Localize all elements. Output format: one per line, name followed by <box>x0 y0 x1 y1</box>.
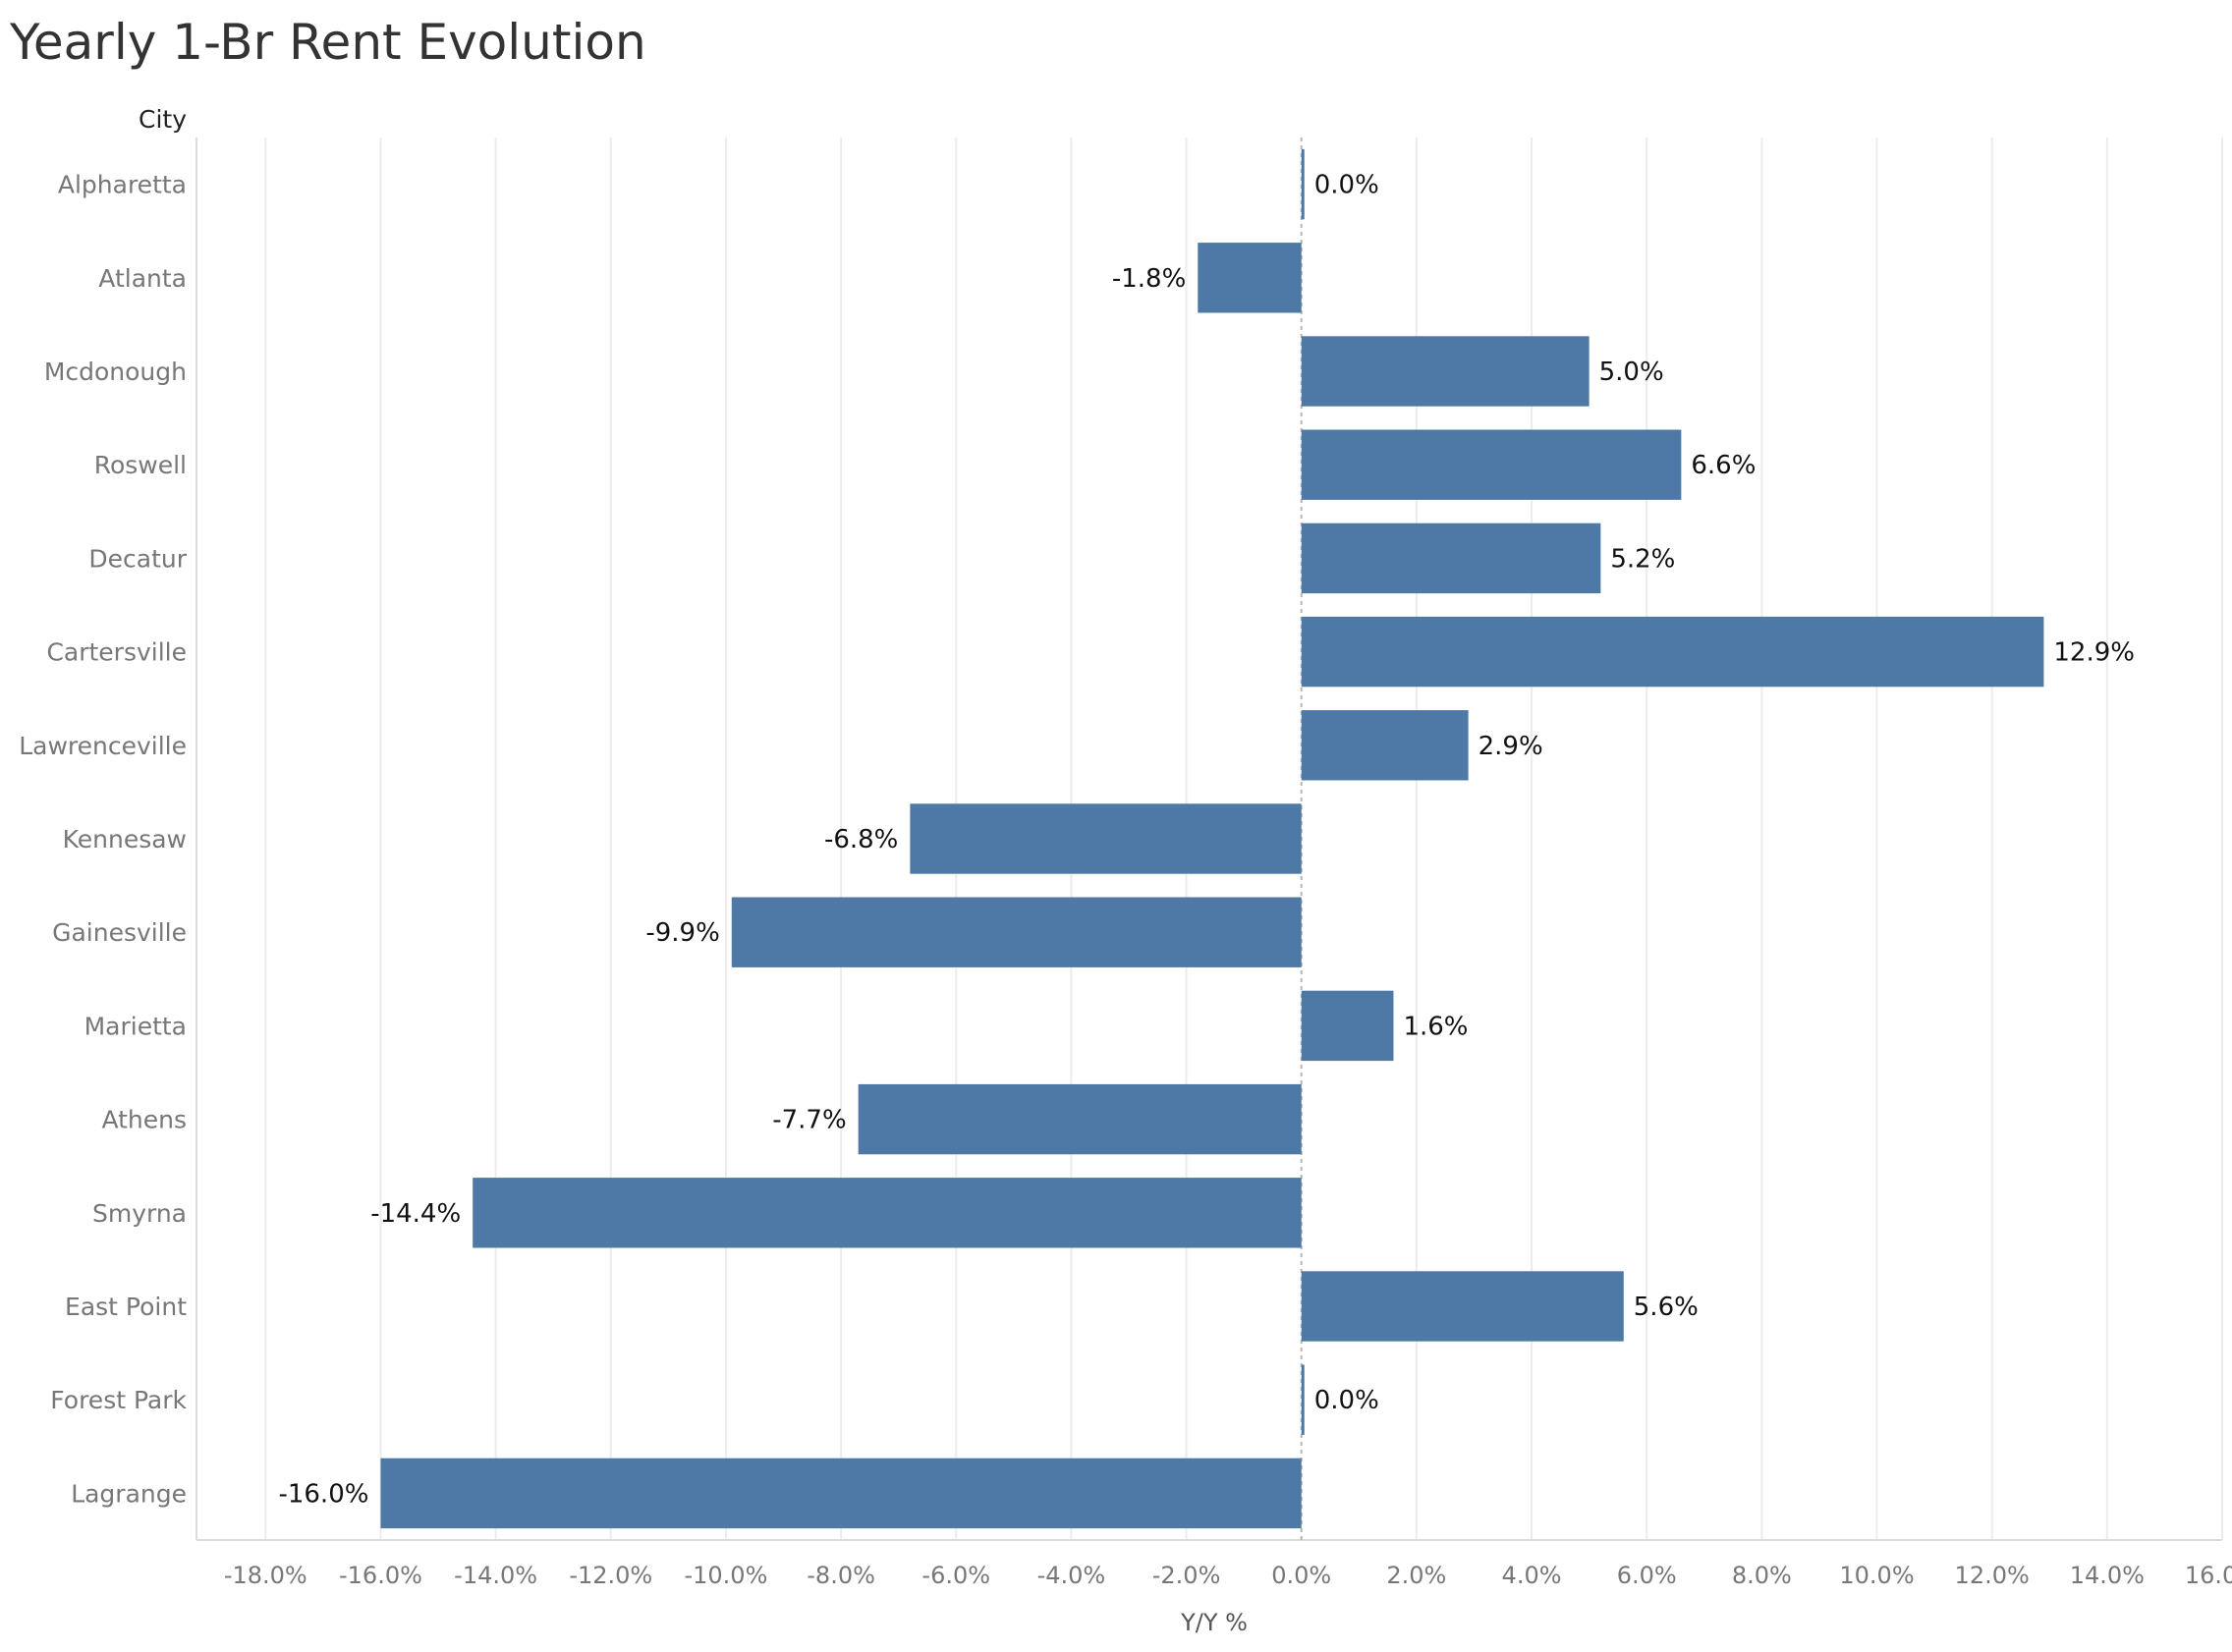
data-label: 5.2% <box>1610 544 1675 574</box>
x-tick-label: 12.0% <box>1955 1562 2030 1589</box>
row-header: City <box>139 105 187 134</box>
x-tick-label: -4.0% <box>1037 1562 1106 1589</box>
x-tick-label: -18.0% <box>224 1562 307 1589</box>
labels: -18.0% -16.0% -14.0% -12.0% -10.0% -8.0% -6.0%… <box>19 171 2232 1589</box>
category-label: Kennesaw <box>63 825 187 854</box>
bar <box>910 803 1302 874</box>
x-axis-title: Y/Y % <box>1180 1609 1248 1636</box>
data-label: -7.7% <box>772 1106 846 1135</box>
x-tick-label: -14.0% <box>454 1562 537 1589</box>
data-label: 0.0% <box>1314 171 1379 200</box>
bar <box>1301 710 1469 781</box>
data-label: 1.6% <box>1403 1012 1468 1041</box>
data-label: -16.0% <box>278 1479 368 1509</box>
x-tick-label: 0.0% <box>1271 1562 1331 1589</box>
bar <box>1301 1271 1624 1342</box>
category-label: Atlanta <box>98 264 187 293</box>
category-label: Decatur <box>88 544 187 573</box>
data-label: -6.8% <box>824 825 898 854</box>
bar <box>1301 336 1590 407</box>
category-label: Lawrenceville <box>19 732 187 760</box>
x-tick-label: 2.0% <box>1386 1562 1446 1589</box>
bar <box>1198 243 1302 313</box>
data-label: 0.0% <box>1314 1386 1379 1415</box>
x-tick-label: -2.0% <box>1152 1562 1221 1589</box>
x-tick-label: -16.0% <box>339 1562 422 1589</box>
category-label: Smyrna <box>92 1199 187 1228</box>
x-tick-label: 16.0% <box>2185 1562 2232 1589</box>
bars <box>380 148 2044 1529</box>
category-label: Alpharetta <box>58 171 187 199</box>
x-tick-label: -6.0% <box>921 1562 990 1589</box>
x-tick-label: -10.0% <box>684 1562 767 1589</box>
bar <box>1301 1364 1305 1435</box>
bar <box>731 897 1302 967</box>
category-label: Cartersville <box>46 638 187 667</box>
category-label: Mcdonough <box>44 358 187 386</box>
category-label: Gainesville <box>52 918 187 947</box>
x-tick-label: -8.0% <box>807 1562 875 1589</box>
category-label: East Point <box>65 1293 187 1321</box>
x-tick-label: 8.0% <box>1732 1562 1792 1589</box>
x-tick-label: 14.0% <box>2070 1562 2145 1589</box>
category-label: Athens <box>101 1106 187 1134</box>
data-label: 5.0% <box>1599 358 1664 387</box>
data-label: 2.9% <box>1479 732 1543 761</box>
x-tick-label: 10.0% <box>1839 1562 1914 1589</box>
bar <box>473 1178 1302 1248</box>
data-label: -14.4% <box>370 1199 461 1229</box>
bar <box>380 1458 1302 1529</box>
data-label: 6.6% <box>1691 451 1756 480</box>
category-label: Marietta <box>84 1012 187 1040</box>
bar <box>858 1083 1302 1155</box>
bar <box>1301 429 1682 500</box>
data-label: 12.9% <box>2053 638 2135 668</box>
data-label: 5.6% <box>1634 1293 1699 1322</box>
bar <box>1301 990 1394 1062</box>
bar <box>1301 148 1305 220</box>
x-tick-label: 6.0% <box>1617 1562 1677 1589</box>
chart-title: Yearly 1-Br Rent Evolution <box>10 14 646 71</box>
x-tick-label: -12.0% <box>569 1562 652 1589</box>
bar <box>1301 523 1601 594</box>
x-tick-label: 4.0% <box>1502 1562 1562 1589</box>
bar <box>1301 616 2044 688</box>
data-label: -9.9% <box>645 918 719 948</box>
data-label: -1.8% <box>1112 264 1186 294</box>
category-label: Lagrange <box>71 1479 187 1508</box>
category-label: Roswell <box>94 451 187 479</box>
category-label: Forest Park <box>50 1386 187 1414</box>
